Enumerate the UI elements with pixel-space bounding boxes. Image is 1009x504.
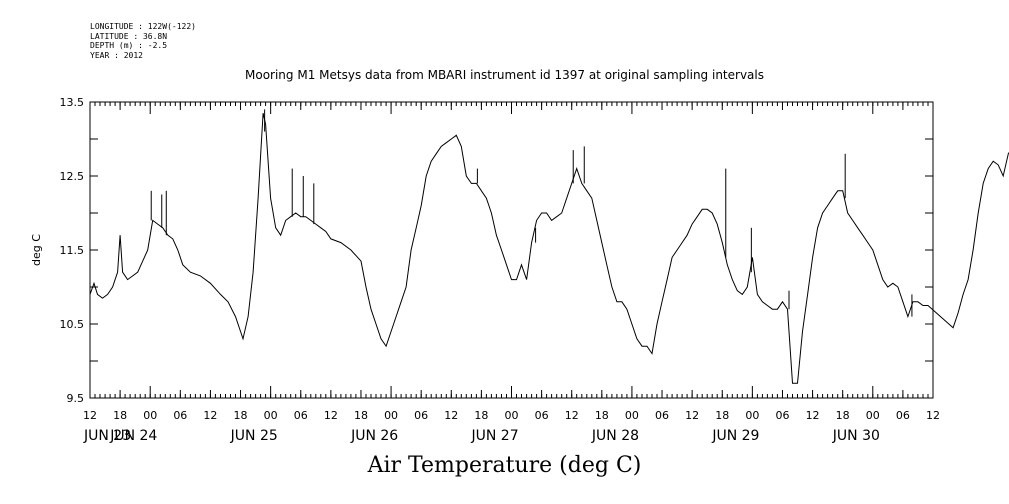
x-day-label: JUN 24 [109,428,157,444]
x-day-label: JUN 26 [350,428,398,444]
y-axis: 9.5 10.5 11.5 12.5 13.5 [60,96,933,405]
x-tick-label: 06 [655,409,669,422]
location-metadata: LONGITUDE : 122W(-122) LATITUDE : 36.8N … [90,22,196,60]
plot-frame [89,101,934,399]
x-tick-label: 18 [474,409,488,422]
x-tick-label: 00 [384,409,398,422]
depth-label: DEPTH (m) : -2.5 [90,41,168,50]
year-label: YEAR : 2012 [90,50,143,60]
x-day-label: JUN 23 [83,428,131,444]
x-tick-label: 12 [806,409,820,422]
x-tick-label: 18 [715,409,729,422]
x-tick-label: 00 [866,409,880,422]
x-tick-label: 00 [143,409,157,422]
minor-ticks [89,102,934,398]
x-day-label: JUN 27 [471,428,519,444]
x-tick-label: 06 [775,409,789,422]
x-tick-label: 12 [565,409,579,422]
series-air-temperature [89,109,1009,384]
x-tick-label: 06 [535,409,549,422]
x-day-label: JUN 25 [230,428,278,444]
x-tick-label: 12 [83,409,97,422]
x-tick-label: 00 [745,409,759,422]
x-tick-label: 06 [896,409,910,422]
y-axis-label: deg C [30,234,43,266]
x-tick-label: 18 [354,409,368,422]
y-tick-label: 9.5 [67,392,85,405]
longitude-label: LONGITUDE : 122W(-122) [90,22,196,31]
y-tick-label: 12.5 [60,170,85,183]
x-tick-label: 06 [414,409,428,422]
y-tick-label: 11.5 [60,244,85,257]
x-tick-label: 18 [113,409,127,422]
x-tick-label: 00 [505,409,519,422]
y-tick-label: 13.5 [60,96,85,109]
x-tick-label: 18 [595,409,609,422]
x-tick-label: 18 [234,409,248,422]
x-tick-label: 12 [685,409,699,422]
latitude-label: LATITUDE : 36.8N [90,31,168,41]
chart-title: Mooring M1 Metsys data from MBARI instru… [245,68,764,82]
x-axis: 12 18 00 06 12 18 00 06 12 18 00 06 12 18 00 06 12 18 00 06… [83,102,940,444]
x-day-label: JUN 29 [711,428,759,444]
x-tick-label: 18 [836,409,850,422]
x-tick-label: 06 [294,409,308,422]
x-tick-label: 00 [264,409,278,422]
x-day-label: JUN 30 [832,428,880,444]
x-tick-label: 00 [625,409,639,422]
x-tick-label: 12 [324,409,338,422]
x-tick-label: 12 [203,409,217,422]
x-day-label: JUN 28 [591,428,639,444]
x-tick-label: 12 [926,409,940,422]
minor-tick-marks [89,102,934,398]
x-tick-label: 06 [173,409,187,422]
y-tick-label: 10.5 [60,318,85,331]
chart-caption: Air Temperature (deg C) [367,453,642,478]
x-tick-label: 12 [444,409,458,422]
series-line [89,112,1009,384]
